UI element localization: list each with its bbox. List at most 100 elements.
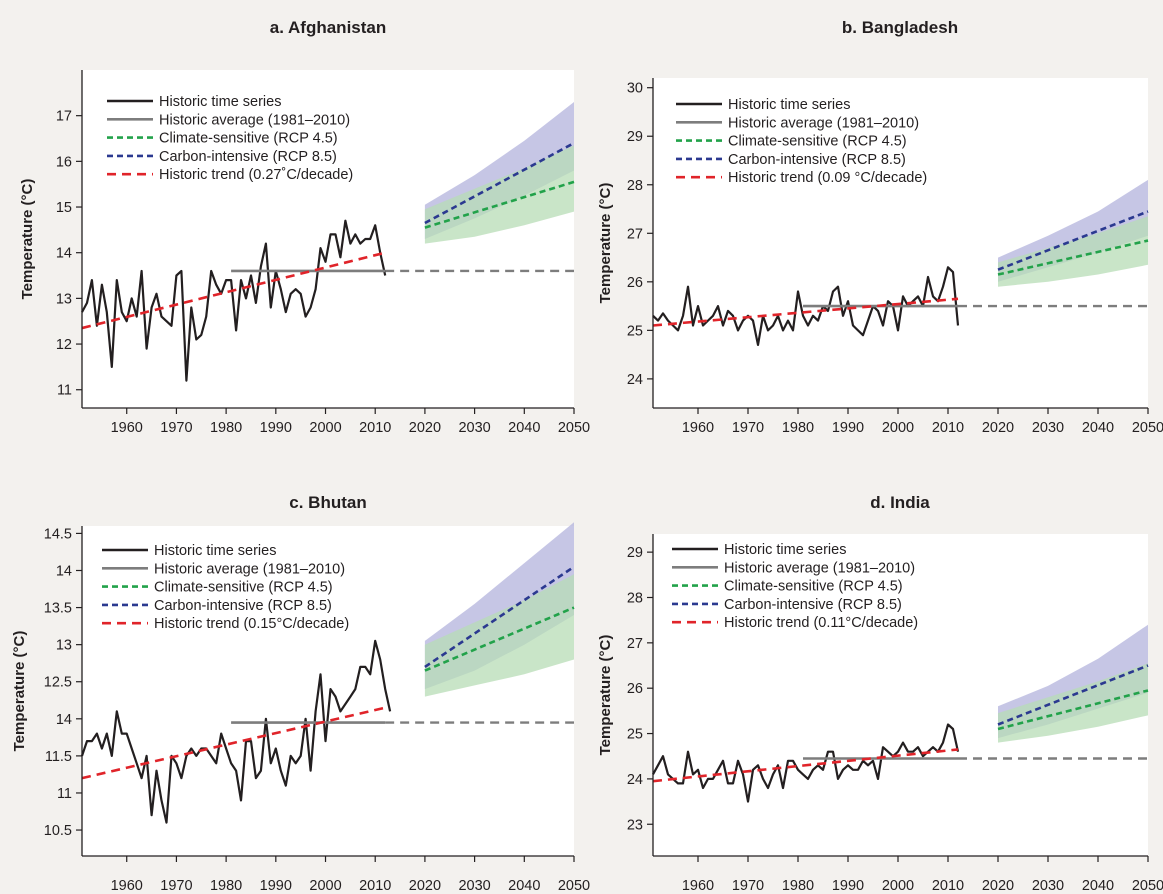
- x-tick-label: 2020: [409, 420, 441, 436]
- y-tick-label: 15: [56, 200, 72, 216]
- x-tick-label: 2030: [1032, 878, 1064, 894]
- legend-label-rcp85: Carbon-intensive (RCP 8.5): [728, 152, 906, 168]
- historic-trend-line: [81, 251, 386, 330]
- legend-label-trend: Historic trend (0.27˚C/decade): [159, 167, 353, 183]
- legend-label-historic: Historic time series: [728, 97, 850, 113]
- x-tick-label: 1990: [260, 420, 292, 436]
- x-tick-label: 2000: [309, 420, 341, 436]
- x-tick-label: 1970: [160, 420, 192, 436]
- x-tick-label: 2050: [1132, 420, 1163, 436]
- y-tick-label: 14: [56, 246, 72, 262]
- chart-panel-a: a. Afghanistan Temperature (°C) 11 12 13 14 15…: [19, 18, 590, 436]
- x-tick-label: 2020: [982, 420, 1014, 436]
- y-tick-label: 14.5: [44, 526, 72, 542]
- x-tick-label: 1960: [111, 878, 143, 894]
- rcp45-projection-line: [424, 180, 575, 229]
- y-tick-label: 27: [627, 636, 643, 652]
- historic-trend-line: [652, 748, 959, 783]
- x-tick-label: 1990: [832, 878, 864, 894]
- plot-area: [82, 526, 574, 856]
- legend-label-rcp85: Carbon-intensive (RCP 8.5): [154, 598, 332, 614]
- historic-time-series-line: [81, 219, 387, 382]
- x-tick-label: 1960: [682, 878, 714, 894]
- legend-label-trend: Historic trend (0.15°C/decade): [154, 616, 349, 632]
- legend-label-historic: Historic time series: [154, 543, 276, 559]
- rcp85-projection-line: [997, 664, 1149, 726]
- y-tick-label: 29: [627, 129, 643, 145]
- x-tick-label: 1970: [732, 878, 764, 894]
- rcp85-projection-line: [424, 141, 575, 225]
- panel-title: c. Bhutan: [289, 493, 366, 512]
- x-tick-label: 1980: [782, 878, 814, 894]
- y-tick-label: 27: [627, 226, 643, 242]
- y-tick-label: 13: [56, 291, 72, 307]
- y-tick-label: 26: [627, 681, 643, 697]
- legend-label-average: Historic average (1981–2010): [728, 115, 919, 131]
- y-tick-label: 24: [627, 772, 643, 788]
- x-tick-label: 2000: [882, 878, 914, 894]
- historic-time-series-line: [80, 639, 392, 824]
- y-tick-label: 25: [627, 323, 643, 339]
- y-tick-label: 11.5: [45, 749, 72, 765]
- historic-trend-line: [81, 706, 386, 780]
- x-tick-label: 1980: [210, 878, 242, 894]
- chart-panel-b: b. Bangladesh Temperature (°C) 24 25 26 27 28 2…: [597, 18, 1163, 436]
- y-tick-label: 12: [56, 337, 72, 353]
- x-tick-label: 2000: [309, 878, 341, 894]
- rcp45-projection-line: [997, 239, 1149, 276]
- x-tick-label: 2010: [932, 878, 964, 894]
- y-tick-label: 16: [56, 154, 72, 170]
- rcp45-projection-line: [424, 606, 575, 672]
- chart-panel-d: d. India Temperature (°C) 23 24 25 26 27 28 29 19…: [597, 493, 1163, 894]
- y-tick-label: 28: [627, 590, 643, 606]
- y-tick-label: 28: [627, 178, 643, 194]
- y-tick-label: 29: [627, 545, 643, 561]
- chart-legend: Historic time series Historic average (19…: [676, 97, 927, 186]
- y-tick-label: 11: [57, 786, 72, 802]
- legend-label-trend: Historic trend (0.11°C/decade): [724, 615, 918, 631]
- x-tick-label: 2020: [982, 878, 1014, 894]
- x-tick-label: 2040: [1082, 878, 1114, 894]
- plot-area: [82, 70, 574, 408]
- chart-legend: Historic time series Historic average (19…: [672, 542, 918, 631]
- rcp45-projection-line: [997, 689, 1149, 731]
- legend-label-historic: Historic time series: [724, 542, 846, 558]
- y-axis-label: Temperature (°C): [597, 183, 614, 304]
- legend-label-average: Historic average (1981–2010): [159, 112, 350, 128]
- legend-label-historic: Historic time series: [159, 94, 281, 110]
- y-tick-label: 30: [627, 81, 643, 97]
- y-tick-label: 17: [56, 109, 72, 125]
- y-axis-label: Temperature (°C): [19, 179, 36, 300]
- legend-label-rcp45: Climate-sensitive (RCP 4.5): [728, 134, 907, 150]
- x-tick-label: 2050: [558, 878, 590, 894]
- y-axis-label: Temperature (°C): [11, 631, 28, 752]
- panel-title: b. Bangladesh: [842, 18, 958, 37]
- x-tick-label: 2050: [1132, 878, 1163, 894]
- legend-label-rcp45: Climate-sensitive (RCP 4.5): [159, 131, 338, 147]
- x-tick-label: 2010: [359, 878, 391, 894]
- x-tick-label: 2050: [558, 420, 590, 436]
- legend-label-rcp45: Climate-sensitive (RCP 4.5): [154, 580, 333, 596]
- x-tick-label: 1970: [160, 878, 192, 894]
- y-tick-label: 24: [627, 372, 643, 388]
- x-tick-label: 2040: [1082, 420, 1114, 436]
- x-tick-label: 2030: [458, 878, 490, 894]
- y-tick-label: 13: [56, 638, 72, 654]
- x-tick-label: 2030: [458, 420, 490, 436]
- x-tick-label: 1960: [682, 420, 714, 436]
- x-tick-label: 1990: [260, 878, 292, 894]
- legend-label-rcp85: Carbon-intensive (RCP 8.5): [724, 597, 902, 613]
- panel-title: a. Afghanistan: [270, 18, 387, 37]
- x-tick-label: 2020: [409, 878, 441, 894]
- x-tick-label: 2040: [508, 420, 540, 436]
- rcp45-uncertainty-band: [424, 145, 574, 244]
- panel-title: d. India: [870, 493, 930, 512]
- rcp45-uncertainty-band: [998, 216, 1148, 287]
- y-tick-label: 10.5: [44, 823, 72, 839]
- x-tick-label: 1980: [210, 420, 242, 436]
- y-tick-label: 23: [627, 817, 643, 833]
- y-tick-label: 25: [627, 727, 643, 743]
- x-tick-label: 2010: [932, 420, 964, 436]
- legend-label-rcp45: Climate-sensitive (RCP 4.5): [724, 579, 903, 595]
